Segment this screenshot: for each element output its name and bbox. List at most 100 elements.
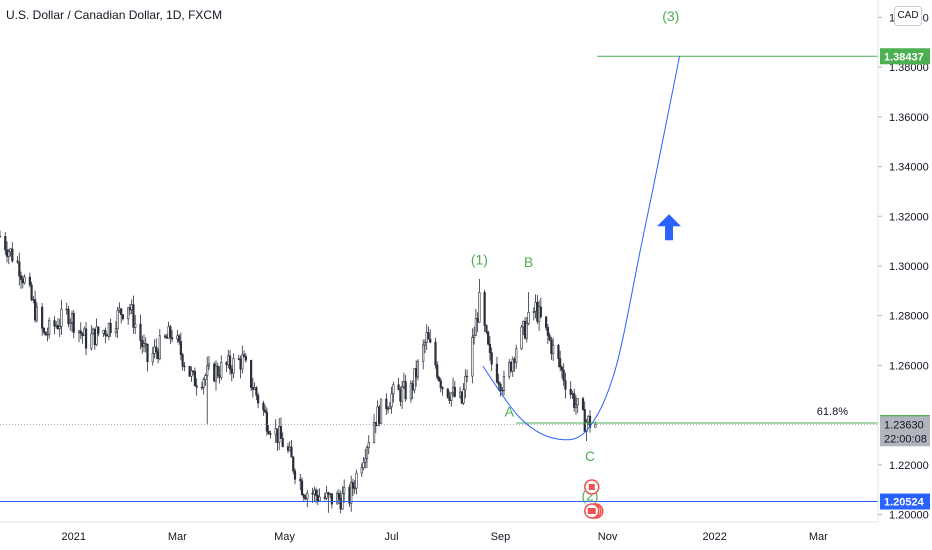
candle-body [169, 326, 172, 338]
candle-body [288, 446, 291, 451]
candle-body [323, 496, 326, 499]
candles [0, 230, 597, 514]
candle-body [21, 279, 24, 284]
candle-body [241, 354, 244, 370]
candle-body [336, 493, 339, 505]
candle-body [167, 326, 170, 339]
candle-body [367, 442, 370, 449]
candle-body [439, 380, 442, 388]
candle-body [548, 335, 551, 341]
candle-body [427, 332, 430, 340]
wave-label: (1) [471, 251, 488, 267]
candle-body [425, 332, 428, 343]
candle-body [429, 338, 432, 343]
candle-body [404, 381, 407, 400]
candle-body [527, 312, 530, 324]
up-arrow-icon [657, 214, 682, 241]
projection-curve[interactable] [482, 56, 682, 441]
candle-body [109, 322, 112, 334]
candle-body [77, 330, 81, 333]
candle-body [388, 406, 391, 410]
candle-body [402, 381, 405, 388]
candle-body [195, 385, 198, 388]
horizontal-levels[interactable]: 61.8% [0, 55, 878, 503]
candle-body [67, 308, 70, 325]
candle-body [365, 447, 369, 460]
candle-body [220, 362, 223, 378]
economic-events[interactable] [584, 479, 604, 519]
candle-body [536, 302, 539, 322]
candle-body [476, 318, 479, 323]
candle-body [102, 330, 105, 334]
price-axis[interactable]: 1.400001.380001.360001.340001.320001.300… [877, 0, 932, 550]
candle-body [364, 458, 367, 463]
level-price-label: 1.20524 [884, 497, 925, 509]
candle-body [311, 492, 314, 495]
candle-body [348, 487, 351, 504]
candle-body [587, 415, 590, 423]
candle-body [120, 308, 123, 315]
candle-body [339, 498, 342, 510]
candle-body [415, 368, 418, 378]
candle-body [95, 326, 98, 346]
candle-body [583, 409, 586, 432]
candle-body [534, 302, 537, 312]
y-tick-label: 1.38000 [889, 62, 929, 74]
candle-body [34, 299, 37, 321]
candle-body [545, 316, 548, 328]
candle-body [522, 321, 525, 328]
candle-body [11, 248, 14, 262]
candle-body [552, 344, 555, 354]
candle-body [594, 424, 597, 428]
candle-body [18, 261, 21, 277]
candle-body [446, 388, 449, 398]
time-axis[interactable]: 2021 Mar May Jul Sep Nov 2022 Mar [0, 521, 932, 550]
currency-button[interactable]: CAD [894, 6, 922, 26]
candle-body [128, 307, 132, 311]
candle-body [508, 362, 511, 377]
candle-body [70, 313, 74, 323]
candle-body [571, 393, 574, 395]
candle-body [116, 310, 119, 330]
candle-body [372, 422, 376, 443]
candle-body [411, 383, 414, 391]
candle-body [569, 388, 572, 395]
candle-body [106, 334, 109, 337]
candle-body [267, 430, 270, 434]
candle-body [97, 326, 100, 334]
candle-body [170, 337, 174, 340]
candle-body [385, 398, 388, 410]
x-tick-label: 2021 [62, 531, 86, 543]
candle-body [7, 251, 10, 257]
candle-body [497, 381, 500, 385]
candle-body [265, 411, 269, 432]
candle-body [399, 389, 402, 402]
candle-body [239, 359, 242, 370]
candle-body [55, 325, 58, 327]
x-tick-label: Mar [168, 531, 187, 543]
candle-body [269, 433, 272, 435]
candle-body [450, 392, 453, 401]
candle-body [141, 340, 144, 348]
candle-body [546, 327, 549, 336]
wave-label: C [585, 448, 595, 464]
candle-body [416, 360, 420, 378]
candle-body [4, 236, 7, 251]
projection-path [482, 56, 681, 441]
candle-body [437, 377, 441, 381]
candle-body [485, 325, 488, 333]
candle-body [550, 339, 553, 354]
candle-body [360, 467, 363, 474]
candle-body [397, 384, 400, 391]
candle-body [90, 333, 93, 349]
candle-body [453, 386, 456, 397]
candle-body [274, 428, 277, 435]
candle-body [176, 335, 179, 340]
candle-body [179, 341, 182, 355]
candle-body [330, 493, 333, 505]
candle-body [104, 330, 107, 336]
candle-body [251, 387, 254, 390]
candle-body [207, 363, 211, 367]
candle-body [532, 311, 535, 313]
